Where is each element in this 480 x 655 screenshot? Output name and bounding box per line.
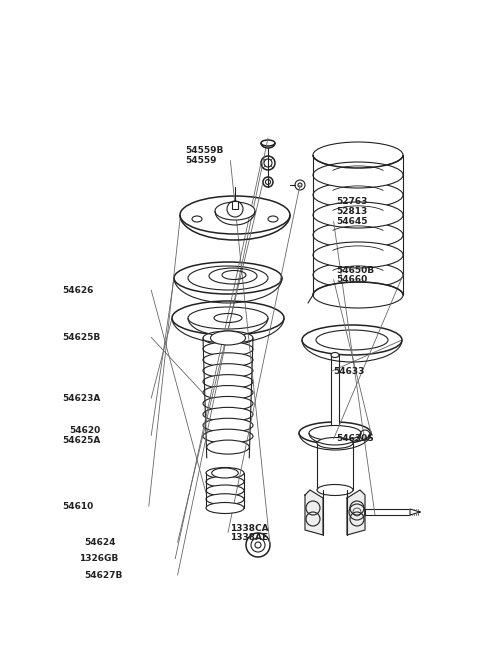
- Bar: [331, 355, 339, 430]
- Ellipse shape: [313, 142, 403, 168]
- Ellipse shape: [203, 353, 253, 367]
- Ellipse shape: [215, 202, 255, 220]
- Ellipse shape: [206, 468, 244, 479]
- Ellipse shape: [313, 222, 403, 248]
- Ellipse shape: [203, 386, 253, 400]
- Ellipse shape: [203, 396, 253, 411]
- Ellipse shape: [206, 494, 244, 505]
- Bar: [232, 201, 238, 209]
- Text: 54650B: 54650B: [336, 266, 374, 275]
- Text: 1338CA: 1338CA: [230, 524, 269, 533]
- Ellipse shape: [299, 422, 371, 444]
- Text: 54620: 54620: [70, 426, 101, 436]
- Ellipse shape: [206, 502, 244, 514]
- Ellipse shape: [203, 342, 253, 356]
- Ellipse shape: [203, 375, 253, 388]
- Ellipse shape: [180, 196, 290, 234]
- Text: 54660: 54660: [336, 275, 367, 284]
- Ellipse shape: [172, 301, 284, 335]
- Text: 54559: 54559: [185, 156, 216, 165]
- Ellipse shape: [203, 364, 253, 378]
- Polygon shape: [305, 490, 323, 535]
- Ellipse shape: [206, 485, 244, 496]
- Ellipse shape: [212, 468, 238, 478]
- Ellipse shape: [317, 438, 353, 449]
- Text: 54625A: 54625A: [62, 436, 101, 445]
- Ellipse shape: [302, 325, 402, 355]
- Ellipse shape: [203, 419, 253, 432]
- Ellipse shape: [211, 331, 245, 345]
- Text: 54627B: 54627B: [84, 571, 122, 580]
- Text: 54624: 54624: [84, 538, 116, 547]
- Ellipse shape: [203, 407, 253, 421]
- Text: 52813: 52813: [336, 207, 367, 216]
- Text: 54633: 54633: [334, 367, 365, 376]
- Ellipse shape: [313, 282, 403, 308]
- Polygon shape: [410, 509, 420, 515]
- Ellipse shape: [192, 216, 202, 222]
- Ellipse shape: [203, 429, 253, 443]
- Ellipse shape: [313, 182, 403, 208]
- Text: 1338AE: 1338AE: [230, 533, 268, 542]
- Text: 54625B: 54625B: [62, 333, 101, 342]
- Ellipse shape: [206, 476, 244, 487]
- Ellipse shape: [331, 352, 339, 358]
- Ellipse shape: [313, 162, 403, 188]
- Ellipse shape: [268, 216, 278, 222]
- Bar: [365, 509, 410, 515]
- Ellipse shape: [313, 242, 403, 268]
- Text: 52763: 52763: [336, 197, 367, 206]
- Ellipse shape: [188, 266, 268, 290]
- Text: 54610: 54610: [62, 502, 94, 511]
- Text: 1326GB: 1326GB: [79, 554, 119, 563]
- Text: 54630S: 54630S: [336, 434, 374, 443]
- Ellipse shape: [313, 262, 403, 288]
- Polygon shape: [347, 490, 365, 535]
- Ellipse shape: [174, 262, 282, 294]
- Ellipse shape: [309, 426, 361, 441]
- Text: 54623A: 54623A: [62, 394, 101, 403]
- Ellipse shape: [313, 202, 403, 228]
- Text: 54559B: 54559B: [185, 146, 223, 155]
- Ellipse shape: [317, 485, 353, 495]
- Ellipse shape: [188, 307, 268, 329]
- Text: 54645: 54645: [336, 217, 368, 226]
- Ellipse shape: [203, 331, 253, 345]
- Ellipse shape: [207, 440, 249, 454]
- Text: 54626: 54626: [62, 286, 94, 295]
- Ellipse shape: [316, 330, 388, 350]
